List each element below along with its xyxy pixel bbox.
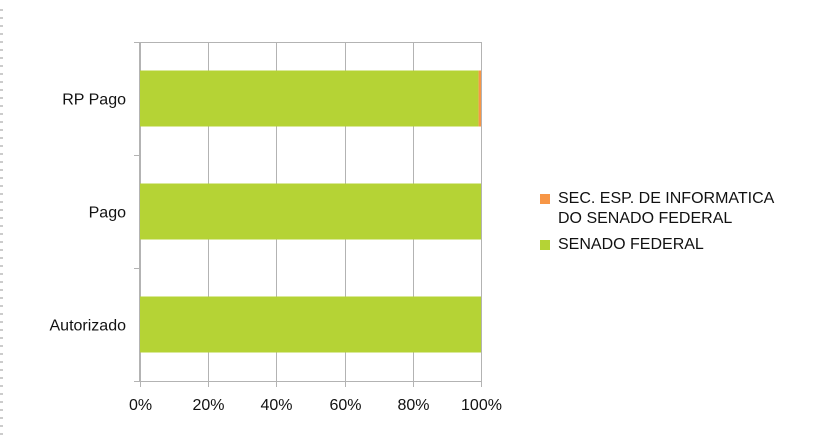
x-tick-label: 0%	[129, 397, 152, 414]
x-tick-label: 80%	[397, 397, 429, 414]
legend-swatch-informatica	[540, 194, 550, 204]
legend-label-informatica-line1: SEC. ESP. DE INFORMATICA	[558, 190, 775, 207]
x-tick-label: 60%	[329, 397, 361, 414]
bar-senado-federal-rp-pago	[140, 70, 479, 127]
y-category-label: RP Pago	[62, 92, 126, 109]
y-category-label: Pago	[89, 205, 126, 222]
legend-label-informatica-line2: DO SENADO FEDERAL	[558, 210, 733, 227]
bar-senado-federal-autorizado	[140, 296, 481, 353]
legend: SEC. ESP. DE INFORMATICA DO SENADO FEDER…	[540, 189, 810, 261]
legend-item-senado: SENADO FEDERAL	[540, 235, 810, 255]
bar-sec-esp-de-informatica-do-senado-federal-rp-pago	[478, 70, 481, 127]
x-tick-label: 20%	[192, 397, 224, 414]
y-category-label: Autorizado	[50, 318, 127, 335]
x-tick-label: 100%	[461, 397, 502, 414]
legend-swatch-senado	[540, 240, 550, 250]
x-tick-label: 40%	[260, 397, 292, 414]
bar-senado-federal-pago	[140, 183, 481, 240]
legend-item-informatica: SEC. ESP. DE INFORMATICA DO SENADO FEDER…	[540, 189, 810, 229]
legend-label-senado: SENADO FEDERAL	[558, 236, 704, 253]
